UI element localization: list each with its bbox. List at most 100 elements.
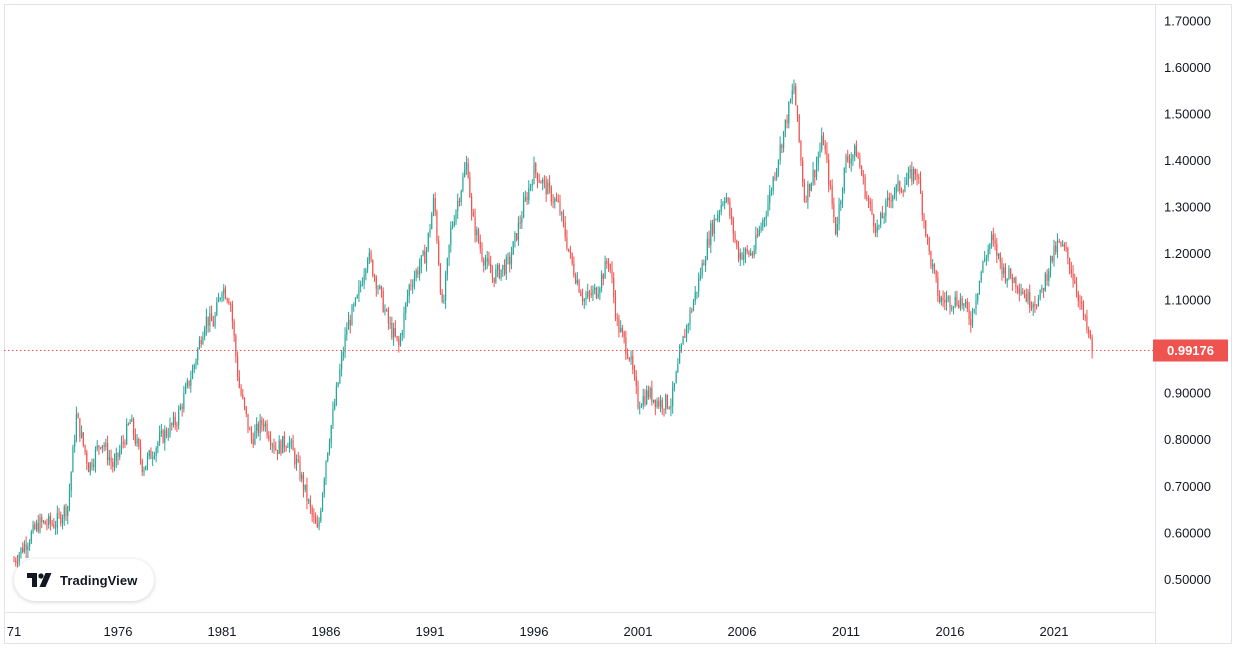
candle — [916, 169, 918, 186]
candle — [561, 211, 563, 222]
candle — [271, 442, 273, 453]
candle — [1048, 268, 1050, 287]
candle — [710, 220, 712, 254]
candle — [46, 518, 48, 531]
candle — [1056, 233, 1059, 259]
candle — [334, 398, 336, 411]
candle — [162, 428, 164, 444]
candle — [94, 446, 97, 473]
candle — [35, 519, 38, 532]
candle — [722, 200, 724, 207]
candle — [672, 381, 674, 414]
candle — [471, 192, 473, 221]
candle — [153, 451, 155, 460]
tradingview-logo-text: TradingView — [60, 572, 138, 588]
candle — [1069, 257, 1071, 275]
candle — [611, 261, 613, 284]
candle — [252, 432, 254, 449]
candle — [313, 508, 315, 524]
candle — [356, 294, 358, 299]
candle — [762, 217, 764, 231]
candle — [1004, 263, 1007, 284]
candle — [814, 169, 816, 186]
candle — [443, 294, 445, 305]
candle — [432, 193, 435, 217]
candle — [483, 257, 485, 273]
candle — [141, 458, 143, 476]
candle — [380, 285, 383, 298]
candle — [231, 300, 233, 330]
candle — [84, 444, 86, 456]
candle — [417, 266, 419, 278]
candle — [904, 177, 906, 193]
candle — [505, 254, 507, 281]
candle — [268, 431, 270, 442]
candle — [1018, 283, 1020, 302]
candle — [408, 283, 410, 304]
candle — [344, 327, 346, 359]
candle — [885, 198, 887, 223]
candle — [82, 431, 84, 448]
candle — [843, 167, 845, 194]
candle — [29, 539, 31, 551]
candle — [573, 256, 575, 278]
candle — [181, 403, 183, 417]
price-tick-label: 0.80000 — [1164, 432, 1211, 447]
candle — [188, 380, 190, 389]
candle — [367, 257, 369, 274]
price-axis[interactable]: 1.70000 1.60000 1.50000 1.40000 1.30000 1.200… — [1164, 13, 1211, 586]
candle — [294, 447, 296, 469]
candle — [956, 290, 958, 307]
candle — [254, 424, 256, 446]
candle — [195, 358, 197, 370]
candle — [107, 435, 109, 466]
candle — [685, 324, 688, 343]
candle — [639, 401, 641, 415]
candle — [1011, 273, 1013, 292]
candle — [1055, 241, 1057, 256]
candle — [335, 382, 337, 407]
candle — [269, 431, 272, 450]
candle — [1001, 257, 1003, 281]
candle — [933, 263, 935, 275]
candle — [353, 302, 355, 312]
candle — [850, 152, 852, 172]
candle — [739, 248, 741, 266]
candle — [942, 290, 944, 308]
candle — [361, 277, 363, 287]
candle — [758, 225, 760, 237]
candle — [226, 297, 228, 304]
candle — [34, 521, 36, 531]
candle — [576, 271, 578, 286]
candle — [566, 229, 568, 251]
candle — [429, 223, 431, 238]
candle — [613, 272, 615, 304]
candle — [583, 297, 585, 309]
candle — [909, 165, 911, 179]
candle — [748, 250, 750, 258]
candle — [55, 520, 57, 535]
candle — [103, 442, 105, 452]
candle — [968, 302, 970, 325]
time-axis[interactable]: 71 1976 1981 1986 1991 1996 2001 2006 2011 2016 20… — [7, 624, 1069, 639]
candle — [887, 190, 889, 207]
candle — [393, 322, 395, 346]
candle — [809, 183, 811, 198]
candle — [895, 183, 897, 201]
tradingview-logo[interactable]: TradingView — [14, 559, 154, 601]
candle — [379, 284, 381, 290]
candle — [914, 168, 916, 181]
candle — [973, 308, 975, 314]
candle — [585, 290, 587, 306]
candle — [287, 442, 289, 449]
candle — [160, 423, 162, 437]
candle — [911, 161, 913, 186]
candle — [223, 284, 225, 302]
candle — [315, 512, 317, 524]
candle — [668, 406, 670, 410]
time-tick-label: 1991 — [416, 624, 445, 639]
candle — [687, 322, 689, 334]
candle — [1049, 255, 1052, 278]
candle — [892, 194, 894, 209]
